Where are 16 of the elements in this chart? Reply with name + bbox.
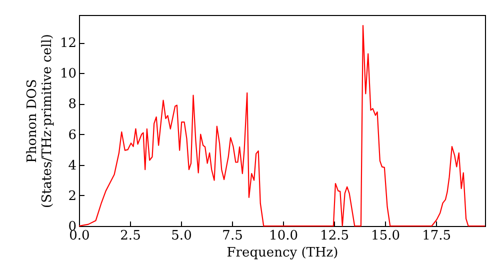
y-tick-label: 12	[60, 36, 76, 52]
y-axis-title: Phonon DOS (States/THz·primitive cell)	[24, 34, 55, 208]
x-tick-label: 2.5	[120, 228, 141, 244]
line-series	[78, 25, 486, 227]
x-tick-label: 15.0	[371, 228, 400, 244]
y-tick-label: 2	[68, 188, 76, 204]
x-tick-label: 12.5	[320, 228, 349, 244]
x-tick-label: 10.0	[269, 228, 298, 244]
x-tick-label: 17.5	[422, 228, 452, 244]
x-tick-label: 7.5	[222, 228, 243, 244]
x-tick-label: 5.0	[171, 228, 192, 244]
y-tick-label: 4	[68, 158, 76, 174]
x-axis-title: Frequency (THz)	[226, 246, 338, 260]
y-tick-label: 6	[68, 128, 76, 143]
y-tick-label: 8	[68, 97, 76, 112]
y-tick-label: 10	[60, 66, 76, 82]
